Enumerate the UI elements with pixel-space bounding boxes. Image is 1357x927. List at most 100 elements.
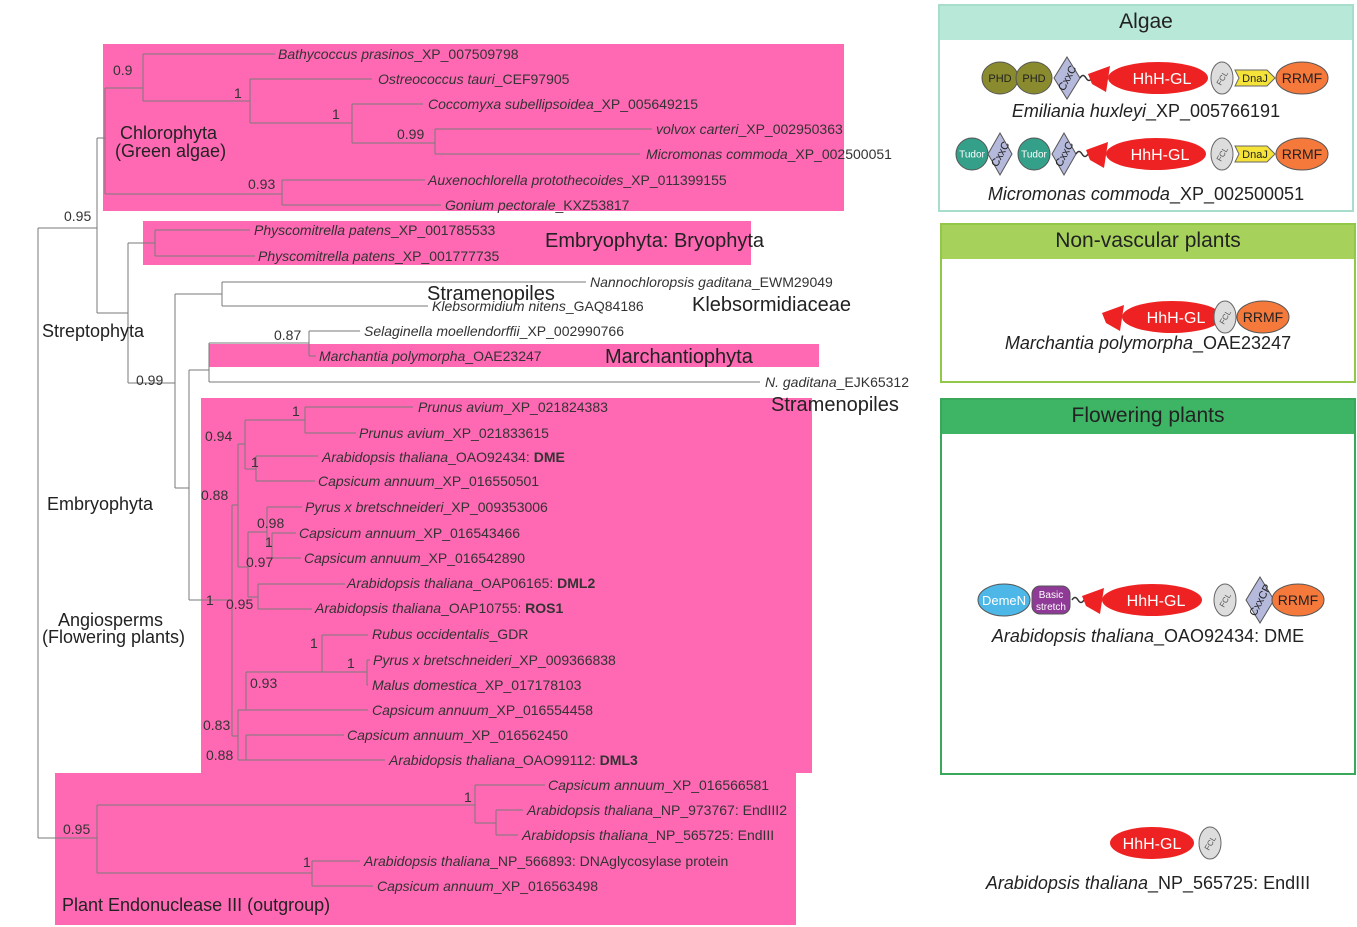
- leaf-label: Bathycoccus prasinos_XP_007509798: [278, 46, 519, 62]
- hhh-gl-domain-shape: [1110, 827, 1194, 859]
- basic-stretch-label-line2: stretch: [1036, 602, 1066, 613]
- support-value: 0.97: [246, 554, 273, 570]
- clade-label-embryophyta: Embryophyta: [47, 494, 154, 514]
- demen-domain-shape: [977, 583, 1031, 617]
- leaf-label: Capsicum annuum_XP_016554458: [372, 702, 593, 718]
- leaf-accession: _NP_565725: EndIII: [647, 827, 774, 843]
- leaf-accession: _NP_973767: EndIII2: [652, 802, 787, 818]
- leaf-species: Arabidopsis thaliana: [346, 575, 473, 591]
- leaf-species: Arabidopsis thaliana: [526, 802, 653, 818]
- leaf-accession: _GDR: [489, 626, 529, 642]
- leaf-label: Klebsormidium nitens_GAQ84186: [432, 298, 644, 314]
- leaf-label: Physcomitrella patens_XP_001777735: [258, 248, 499, 264]
- leaf-species: Capsicum annuum: [377, 878, 494, 894]
- support-value: 1: [234, 85, 242, 101]
- leaf-accession: _XP_016562450: [463, 727, 569, 743]
- protein-accession: _XP_002500051: [1169, 184, 1305, 204]
- leaf-label: Physcomitrella patens_XP_001785533: [254, 222, 495, 238]
- leaf-species: Nannochloropsis gaditana: [590, 274, 752, 290]
- support-value: 1: [347, 655, 355, 671]
- hhh-wedge-shape: [1082, 588, 1104, 614]
- hhh-gl-domain-label: HhH-GL: [1133, 71, 1192, 88]
- support-value: 1: [464, 789, 472, 805]
- arabidopsis-endiii-caption: Arabidopsis thaliana_NP_565725: EndIII: [940, 873, 1356, 894]
- leaf-label: Ostreococcus tauri_CEF97905: [378, 71, 570, 87]
- leaf-species: Ostreococcus tauri: [378, 71, 496, 87]
- hhh-wedge-shape: [1086, 142, 1108, 168]
- leaf-species: Capsicum annuum: [318, 473, 435, 489]
- hhh-gl-domain-label: HhH-GL: [1127, 593, 1186, 610]
- linker-shape: [1075, 150, 1089, 158]
- leaf-accession: _XP_021833615: [444, 425, 550, 441]
- leaf-accession: _XP_002990766: [519, 323, 625, 339]
- leaf-species: Micromonas commoda: [646, 146, 788, 162]
- hhh-gl-domain-label: HhH-GL: [1131, 147, 1190, 164]
- leaf-species: Capsicum annuum: [347, 727, 464, 743]
- leaf-accession: _GAQ84186: [565, 298, 644, 314]
- support-values: 0.9 1 1 0.99 0.93 0.95 0.87 0.99 1 0.94 …: [63, 62, 472, 870]
- leaf-label: Arabidopsis thaliana_OAP10755: ROS1: [314, 600, 563, 616]
- leaf-accession: _XP_007509798: [413, 46, 519, 62]
- support-value: 0.88: [201, 487, 228, 503]
- nonvascular-panel: Non-vascular plants HhH-GL FCL RRMF Marcha…: [940, 223, 1356, 383]
- leaf-species: Physcomitrella patens: [258, 248, 395, 264]
- support-value: 1: [303, 854, 311, 870]
- leaf-label: Micromonas commoda_XP_002500051: [646, 146, 892, 162]
- leaf-species: Arabidopsis thaliana: [314, 600, 441, 616]
- leaf-species: Pyrus x bretschneideri: [373, 652, 512, 668]
- clade-label-streptophyta: Streptophyta: [42, 321, 145, 341]
- support-value: 0.95: [226, 596, 253, 612]
- leaf-label: N. gaditana_EJK65312: [765, 374, 909, 390]
- dnaj-domain-label: DnaJ: [1242, 73, 1268, 85]
- protein-accession: _NP_565725: EndIII: [1147, 873, 1311, 893]
- demen-domain-label: DemeN: [982, 593, 1026, 608]
- micromonas-caption: Micromonas commoda_XP_002500051: [940, 184, 1352, 205]
- basic-stretch-label-line1: Basic: [1039, 590, 1063, 601]
- leaf-gene-name: DME: [534, 449, 565, 465]
- support-value: 0.99: [136, 372, 163, 388]
- leaf-label: Pyrus x bretschneideri_XP_009353006: [305, 499, 548, 515]
- leaf-label: Arabidopsis thaliana_OAO99112: DML3: [388, 752, 638, 768]
- hhh-wedge-shape: [1088, 66, 1110, 92]
- clade-label-stramenopiles-2: Stramenopiles: [771, 394, 899, 416]
- leaf-accession: _XP_009366838: [511, 652, 617, 668]
- protein-accession: _OAO92434: DME: [1154, 626, 1305, 646]
- leaf-accession: _XP_001785533: [390, 222, 496, 238]
- leaf-species: Physcomitrella patens: [254, 222, 391, 238]
- clade-label-angiosperms: Angiosperms: [58, 610, 163, 630]
- hhh-gl-domain-shape: [1102, 584, 1202, 616]
- phd-domain-label: PHD: [1022, 73, 1045, 85]
- fcl-domain-shape: [1210, 137, 1234, 171]
- leaf-gene-name: DML2: [557, 575, 595, 591]
- rrmf-domain-shape: [1271, 583, 1325, 617]
- hhh-gl-domain-label: HhH-GL: [1123, 836, 1182, 853]
- leaf-species: Prunus avium: [359, 425, 445, 441]
- flowering-panel-title: Flowering plants: [942, 400, 1354, 434]
- support-value: 0.99: [397, 126, 424, 142]
- hhh-wedge-shape: [1102, 305, 1124, 331]
- outgroup-highlight: [55, 773, 796, 925]
- leaf-accession: _XP_016542890: [420, 550, 526, 566]
- leaf-label: Marchantia polymorpha_OAE23247: [319, 348, 542, 364]
- basic-stretch-domain-shape: [1031, 585, 1071, 615]
- leaf-species: Marchantia polymorpha: [319, 348, 466, 364]
- tudor-domain-label: Tudor: [1021, 150, 1047, 161]
- leaf-species: Rubus occidentalis: [372, 626, 490, 642]
- support-value: 1: [332, 106, 340, 122]
- support-value: 1: [292, 403, 300, 419]
- hhh-gl-domain-shape: [1108, 62, 1208, 94]
- cxxc-domain-shape: [987, 131, 1013, 177]
- support-value: 0.88: [206, 747, 233, 763]
- rrmf-domain-shape: [1236, 300, 1290, 334]
- support-value: 0.83: [203, 717, 230, 733]
- leaf-label: Selaginella moellendorffii_XP_002990766: [364, 323, 624, 339]
- leaf-label: Capsicum annuum_XP_016543466: [299, 525, 520, 541]
- leaf-species: Pyrus x bretschneideri: [305, 499, 444, 515]
- leaf-accession: _XP_009353006: [443, 499, 549, 515]
- cxxc-domain-shape: [1053, 56, 1081, 100]
- phylogenetic-tree: 0.9 1 1 0.99 0.93 0.95 0.87 0.99 1 0.94 …: [37, 44, 909, 925]
- flowering-panel: Flowering plants DemeN Basic stretch HhH-GL…: [940, 398, 1356, 775]
- algae-panel: Algae PHD PHD CxxC HhH-GL FCL DnaJ RRMF Emilia…: [938, 4, 1354, 212]
- leaf-label: Nannochloropsis gaditana_EWM29049: [590, 274, 833, 290]
- rrmf-domain-label: RRMF: [1278, 592, 1318, 608]
